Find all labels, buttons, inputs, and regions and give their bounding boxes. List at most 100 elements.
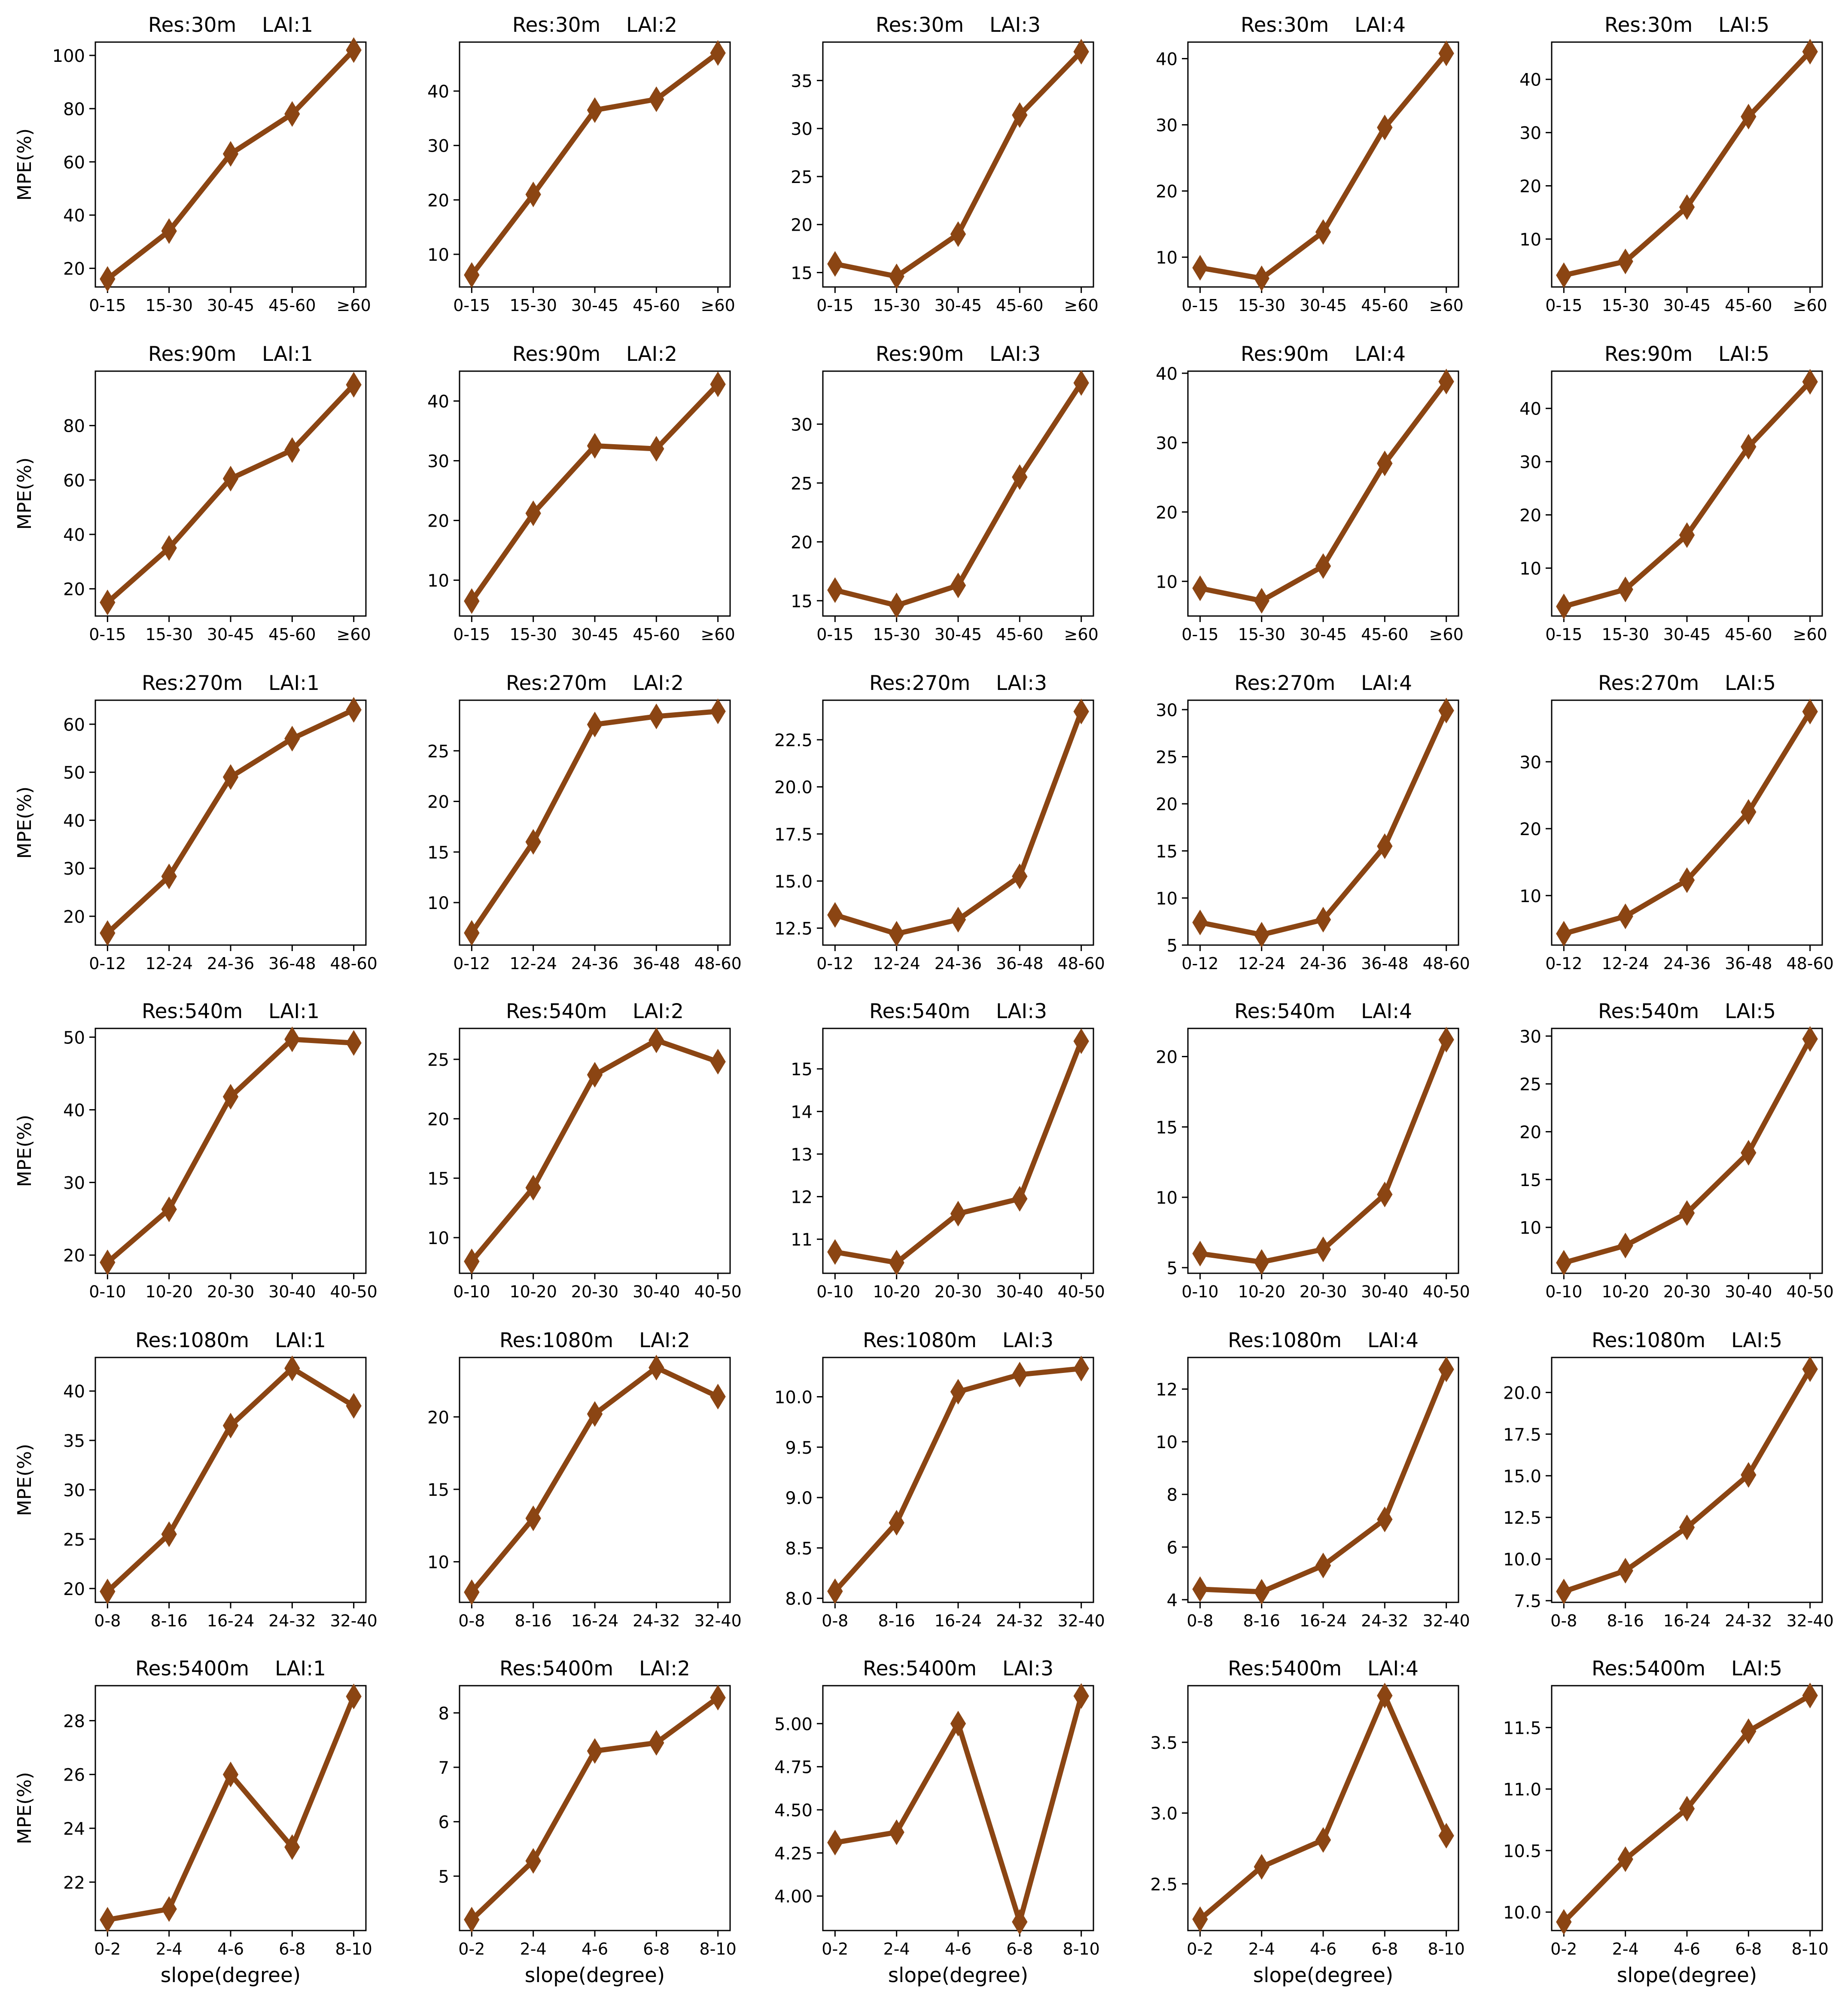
x-tick-label: 30-45 (935, 296, 982, 315)
y-axis-label: MPE(%) (14, 1772, 36, 1844)
y-tick-label: 15 (791, 1060, 813, 1080)
plot-frame (1187, 370, 1459, 617)
y-tick-label: 60 (63, 153, 85, 173)
y-tick-label: 40 (1156, 364, 1178, 384)
data-point (525, 181, 541, 207)
y-tick-label: 24 (63, 1819, 85, 1839)
y-tick-label: 12.5 (1503, 1508, 1541, 1528)
data-point (346, 1030, 362, 1056)
subplot-29: Res:5400m LAI:4 2.5 3.0 3.5 0-2 2-4 4-6 6-8 8-10… (1150, 1657, 1464, 1987)
subplot-title: Res:30m LAI:4 (1241, 13, 1406, 37)
y-tick-label: 25 (791, 168, 813, 187)
data-point (1377, 1181, 1393, 1208)
data-point (710, 1684, 726, 1711)
data-point (1073, 370, 1089, 396)
y-tick-label: 15 (1156, 842, 1178, 862)
y-tick-label: 5 (1167, 936, 1178, 956)
data-point (1012, 1361, 1028, 1388)
x-tick-label: 30-45 (207, 625, 254, 644)
data-point (889, 592, 904, 619)
x-tick-label: 15-30 (509, 296, 557, 315)
y-tick-label: 10.0 (1503, 1903, 1541, 1923)
data-point (1741, 1462, 1757, 1488)
x-tick-label: 40-50 (330, 1282, 377, 1301)
data-point (1556, 593, 1572, 619)
y-tick-label: 50 (63, 1028, 85, 1048)
subplot-title: Res:5400m LAI:4 (1228, 1657, 1419, 1681)
subplot-title: Res:270m LAI:4 (1234, 671, 1412, 695)
data-point (1741, 104, 1757, 130)
data-point (889, 263, 904, 290)
y-axis-label: MPE(%) (14, 787, 36, 859)
y-tick-label: 3.0 (1150, 1804, 1178, 1824)
y-axis-label: MPE(%) (14, 1444, 36, 1516)
series-line (1561, 379, 1813, 609)
x-tick-label: 12-24 (1238, 954, 1285, 973)
plot-frame (94, 1685, 367, 1931)
x-tick-label: 24-32 (268, 1611, 316, 1630)
y-tick-label: 15 (427, 1169, 449, 1189)
series-line (469, 708, 721, 936)
series-line (832, 1038, 1084, 1266)
y-tick-label: 30 (427, 137, 449, 156)
y-tick-label: 30 (63, 1174, 85, 1193)
x-tick-label: 0-15 (89, 296, 126, 315)
x-tick-label: 16-24 (571, 1611, 618, 1630)
subplot-title: Res:90m LAI:2 (512, 342, 677, 366)
data-point (1192, 1906, 1208, 1932)
x-tick-label: 0-10 (816, 1282, 853, 1301)
y-tick-label: 30 (791, 119, 813, 139)
y-tick-label: 15 (427, 1480, 449, 1500)
x-tick-label: 12-24 (873, 954, 920, 973)
y-tick-label: 20 (1519, 506, 1541, 526)
x-tick-label: 0-2 (1187, 1940, 1213, 1958)
subplot-21: Res:1080m LAI:1 20 25 30 35 40 0-8 8-16 16-24 24-… (14, 1329, 378, 1630)
data-point (100, 920, 116, 946)
data-point (1315, 1236, 1331, 1263)
series-line (1561, 1036, 1813, 1266)
x-tick-label: 45-60 (633, 296, 680, 315)
y-tick-label: 28 (63, 1711, 85, 1731)
data-point (1254, 1579, 1270, 1605)
x-tick-label: 4-6 (1674, 1940, 1700, 1958)
y-tick-label: 20 (1156, 503, 1178, 523)
data-point (284, 437, 300, 463)
x-tick-label: 8-10 (1428, 1940, 1465, 1958)
data-point (1377, 450, 1393, 476)
data-point (1377, 1683, 1393, 1708)
y-tick-label: 10.0 (1503, 1550, 1541, 1570)
data-point (161, 535, 177, 561)
series-line (469, 1695, 721, 1922)
x-tick-label: 0-12 (89, 954, 126, 973)
data-point (525, 1174, 541, 1201)
data-point (710, 1384, 726, 1409)
y-tick-label: 10 (1156, 1188, 1178, 1208)
x-tick-label: 24-36 (207, 954, 254, 973)
data-point (222, 1412, 239, 1439)
plot-frame (459, 1357, 731, 1603)
subplot-title: Res:5400m LAI:5 (1592, 1657, 1782, 1681)
series-line (105, 382, 356, 605)
subplot-8: Res:90m LAI:3 15 20 25 30 0-15 15-30 30-45 45-60… (791, 342, 1099, 644)
x-tick-label: 24-36 (1663, 954, 1711, 973)
data-point (1315, 1553, 1331, 1579)
data-point (464, 920, 480, 946)
series-line (1561, 1367, 1813, 1594)
data-point (222, 1084, 239, 1110)
data-point (1192, 909, 1208, 936)
subplot-title: Res:1080m LAI:4 (1228, 1329, 1419, 1352)
x-tick-label: 6-8 (1006, 1940, 1033, 1958)
data-point (1377, 114, 1393, 140)
subplot-title: Res:90m LAI:5 (1604, 342, 1769, 366)
x-tick-label: 32-40 (694, 1611, 741, 1630)
x-tick-label: 0-15 (816, 625, 853, 644)
data-point (587, 1401, 603, 1427)
y-tick-label: 5 (438, 1867, 449, 1887)
subplot-17: Res:540m LAI:2 10 15 20 25 0-10 10-20 20-30 30-4… (427, 1000, 742, 1301)
data-point (950, 1201, 966, 1227)
x-tick-label: 30-40 (268, 1282, 316, 1301)
y-tick-label: 20 (427, 1110, 449, 1129)
y-tick-label: 40 (63, 206, 85, 226)
y-tick-label: 20 (63, 907, 85, 927)
x-tick-label: 24-32 (1361, 1611, 1408, 1630)
